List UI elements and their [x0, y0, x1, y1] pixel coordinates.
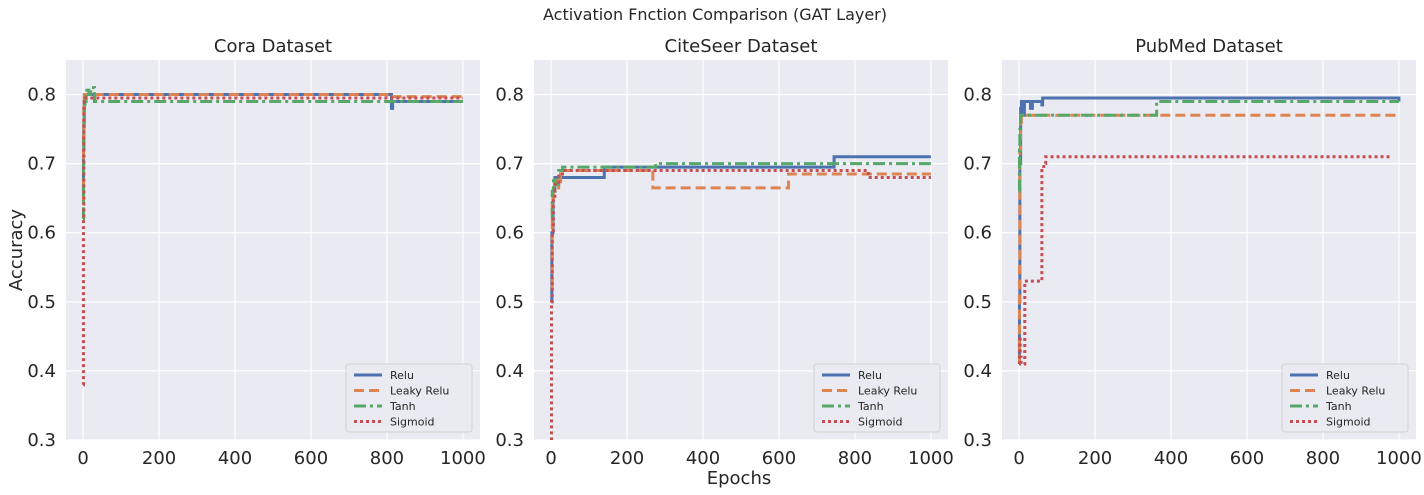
x-tick-label: 1000: [908, 448, 954, 469]
panel-2: 0 200 400 600 800 1000 0.3 0.4 0.5 0.6 0.7 0.8 PubMe…: [963, 36, 1421, 469]
series-line-sigmoid: [1017, 155, 1392, 366]
legend: Relu Leaky Relu Tanh Sigmoid: [813, 363, 941, 433]
legend-label: Leaky Relu: [390, 385, 449, 398]
series-line-tanh: [550, 162, 931, 221]
series-line-relu: [550, 155, 931, 304]
legend: Relu Leaky Relu Tanh Sigmoid: [1281, 363, 1409, 433]
x-tick-label: 1000: [440, 448, 486, 469]
panel-1: 0 200 400 600 800 1000 0.3 0.4 0.5 0.6 0.7 0.8 CiteS…: [495, 36, 953, 469]
series-line-tanh: [81, 86, 463, 221]
x-tick-label: 200: [1078, 448, 1112, 469]
legend-label: Relu: [1326, 369, 1350, 382]
y-tick-label: 0.8: [495, 85, 524, 106]
legend-label: Tanh: [857, 400, 884, 413]
y-tick-label: 0.8: [963, 85, 992, 106]
panel-0: 0 200 400 600 800 1000 0.3 0.4 0.5 0.6 0.7 0.8 Cora …: [27, 36, 485, 469]
y-tick-label: 0.3: [963, 430, 992, 451]
y-tick-label: 0.4: [963, 361, 992, 382]
legend-frame: [1281, 363, 1409, 433]
x-tick-label: 800: [838, 448, 872, 469]
x-tick-label: 0: [77, 448, 88, 469]
panels: 0 200 400 600 800 1000 0.3 0.4 0.5 0.6 0.7 0.8 Cora …: [27, 36, 1421, 469]
legend-label: Sigmoid: [390, 416, 435, 429]
y-tick-label: 0.5: [27, 292, 56, 313]
panel-title: PubMed Dataset: [1135, 36, 1283, 57]
y-tick-label: 0.3: [27, 430, 56, 451]
y-tick-label: 0.6: [963, 223, 992, 244]
y-tick-label: 0.6: [495, 223, 524, 244]
x-axis-label: Epochs: [707, 468, 772, 489]
x-tick-label: 400: [686, 448, 720, 469]
x-tick-label: 600: [1230, 448, 1264, 469]
series-lines: [81, 86, 463, 387]
y-tick-label: 0.5: [963, 292, 992, 313]
x-tick-label: 800: [1306, 448, 1340, 469]
legend-label: Sigmoid: [1326, 416, 1371, 429]
legend-label: Leaky Relu: [1326, 385, 1385, 398]
panel-title: CiteSeer Dataset: [665, 36, 818, 57]
x-tick-label: 200: [610, 448, 644, 469]
legend-frame: [345, 363, 473, 433]
x-tick-label: 800: [370, 448, 404, 469]
series-line-sigmoid: [81, 96, 463, 387]
y-tick-label: 0.7: [963, 154, 992, 175]
x-tick-label: 600: [762, 448, 796, 469]
legend: Relu Leaky Relu Tanh Sigmoid: [345, 363, 473, 433]
x-tick-label: 400: [1154, 448, 1188, 469]
x-tick-label: 600: [294, 448, 328, 469]
y-tick-label: 0.6: [27, 223, 56, 244]
legend-label: Leaky Relu: [858, 385, 917, 398]
x-tick-label: 1000: [1376, 448, 1422, 469]
series-line-tanh: [1017, 99, 1399, 193]
series-line-leaky-relu: [550, 169, 931, 290]
figure-suptitle: Activation Fnction Comparison (GAT Layer…: [543, 5, 887, 24]
legend-label: Tanh: [389, 400, 416, 413]
x-tick-label: 0: [1013, 448, 1024, 469]
y-tick-label: 0.5: [495, 292, 524, 313]
x-tick-label: 200: [142, 448, 176, 469]
legend-label: Tanh: [1325, 400, 1352, 413]
y-tick-label: 0.3: [495, 430, 524, 451]
series-line-sigmoid: [549, 169, 931, 440]
legend-frame: [813, 363, 941, 433]
legend-label: Sigmoid: [858, 416, 903, 429]
x-tick-label: 400: [218, 448, 252, 469]
y-tick-label: 0.4: [27, 361, 56, 382]
legend-label: Relu: [390, 369, 414, 382]
series-lines: [549, 155, 931, 440]
panel-title: Cora Dataset: [214, 36, 332, 57]
y-tick-label: 0.7: [495, 154, 524, 175]
series-lines: [1017, 96, 1401, 366]
y-tick-label: 0.8: [27, 85, 56, 106]
y-tick-label: 0.7: [27, 154, 56, 175]
y-axis-label: Accuracy: [6, 209, 27, 292]
x-tick-label: 0: [545, 448, 556, 469]
y-tick-label: 0.4: [495, 361, 524, 382]
legend-label: Relu: [858, 369, 882, 382]
